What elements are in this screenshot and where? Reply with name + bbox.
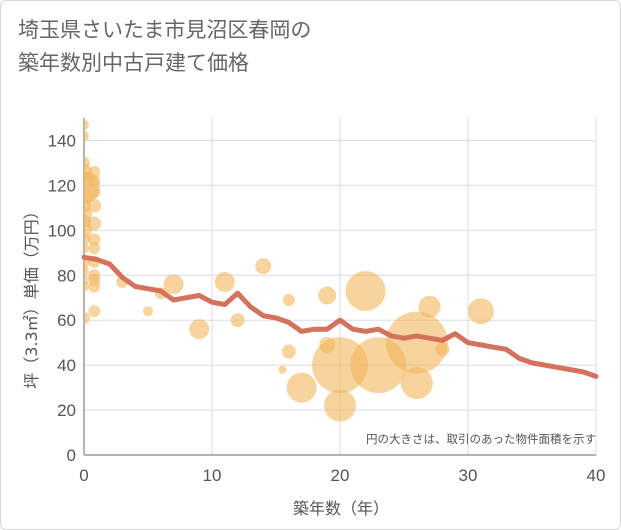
x-axis-title: 築年数（年） xyxy=(293,499,389,518)
data-bubble xyxy=(385,311,448,374)
bubble-layer xyxy=(84,119,494,422)
y-tick-label: 100 xyxy=(48,221,76,240)
data-bubble xyxy=(312,337,368,394)
y-tick-label: 120 xyxy=(48,176,76,195)
data-bubble xyxy=(418,295,441,318)
data-bubble xyxy=(88,305,101,318)
data-bubble xyxy=(286,372,317,403)
x-tick-label: 10 xyxy=(203,466,222,485)
data-bubble xyxy=(435,342,450,357)
chart-title: 埼玉県さいたま市見沼区春岡の 築年数別中古戸建て価格 xyxy=(18,14,578,80)
data-bubble xyxy=(278,365,287,374)
y-tick-labels: 0 20 40 60 80 100 120 140 xyxy=(48,131,76,465)
x-tick-labels: 0 10 20 30 40 xyxy=(79,466,605,485)
data-bubble xyxy=(163,274,184,295)
data-bubble xyxy=(87,216,102,231)
data-bubble xyxy=(143,306,153,317)
y-tick-label: 80 xyxy=(57,266,76,285)
data-bubble xyxy=(88,165,101,178)
data-bubble xyxy=(282,293,295,306)
data-bubble xyxy=(88,280,101,293)
data-bubble xyxy=(467,298,494,325)
data-bubble xyxy=(214,272,235,293)
data-bubble xyxy=(189,319,210,340)
data-bubble xyxy=(87,198,102,213)
y-tick-label: 40 xyxy=(57,356,76,375)
data-bubble xyxy=(281,344,296,359)
data-bubble xyxy=(84,119,89,130)
chart-title-line-1: 埼玉県さいたま市見沼区春岡の xyxy=(18,18,312,42)
chart-title-line-2: 築年数別中古戸建て価格 xyxy=(18,51,249,75)
trend-line xyxy=(81,254,599,379)
data-bubble xyxy=(84,281,89,292)
x-tick-label: 40 xyxy=(587,466,606,485)
data-bubble xyxy=(84,265,89,276)
data-bubble xyxy=(230,313,245,328)
x-tick-label: 30 xyxy=(459,466,478,485)
y-tick-label: 0 xyxy=(67,446,76,465)
data-bubble xyxy=(84,243,89,254)
data-bubble xyxy=(84,233,90,246)
y-axis-title: 坪（3.3㎡）単価（万円） xyxy=(22,203,41,388)
data-bubble xyxy=(255,258,272,275)
data-bubble xyxy=(324,389,356,422)
data-bubble xyxy=(345,270,386,311)
data-bubble xyxy=(88,186,101,199)
y-tick-label: 140 xyxy=(48,131,76,150)
data-bubble xyxy=(84,130,89,141)
size-note: 円の大きさは、取引のあった物件面積を示す xyxy=(366,432,596,446)
y-tick-label: 60 xyxy=(57,311,76,330)
data-bubble xyxy=(88,233,101,246)
y-tick-label: 20 xyxy=(57,401,76,420)
data-bubble xyxy=(400,367,433,400)
x-tick-label: 0 xyxy=(79,466,88,485)
x-tick-label: 20 xyxy=(331,466,350,485)
data-bubble xyxy=(84,311,90,324)
data-bubble xyxy=(88,174,101,187)
data-bubble xyxy=(318,286,337,305)
data-bubble xyxy=(88,242,101,255)
